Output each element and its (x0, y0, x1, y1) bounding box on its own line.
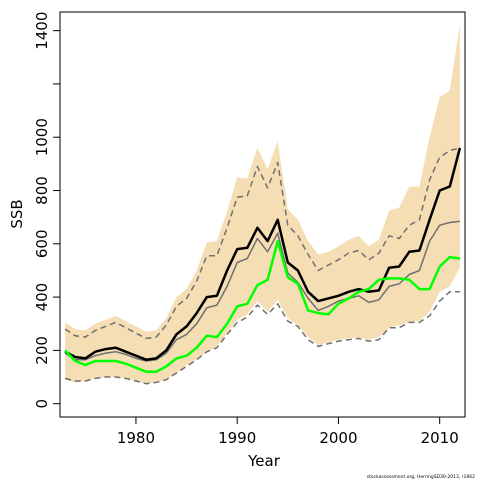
credit-text: stockassessment.org, HerringSD30-2013, r… (367, 474, 475, 480)
axes: 1980 1990 2000 2010 0 200 400 600 800 1000 1400 (33, 12, 459, 447)
estimate-line (64, 147, 462, 361)
y-tick-label: 200 (33, 336, 51, 365)
x-axis-label: Year (247, 452, 281, 470)
plot-area (64, 24, 462, 385)
y-tick-label: 1400 (33, 12, 51, 50)
plot-border (59, 11, 466, 418)
y-axis-label: SSB (8, 199, 26, 228)
observed-line (64, 239, 461, 373)
y-tick-label: 0 (33, 399, 51, 409)
x-tick-label: 2000 (319, 429, 357, 447)
lower-bound-line (64, 291, 460, 385)
median-line (64, 220, 460, 362)
y-tick-label: 1000 (33, 118, 51, 156)
x-tick-label: 2010 (421, 429, 459, 447)
x-tick-label: 1980 (117, 429, 155, 447)
y-tick-label: 400 (33, 283, 51, 312)
y-tick-label: 600 (33, 229, 51, 258)
confidence-band (65, 24, 460, 384)
upper-bound-line (64, 147, 461, 340)
x-tick-label: 1990 (218, 429, 256, 447)
y-tick-label: 800 (33, 176, 51, 205)
